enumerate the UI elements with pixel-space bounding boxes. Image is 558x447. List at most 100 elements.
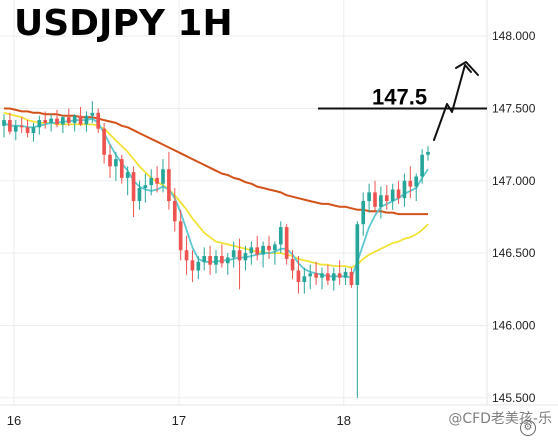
candle bbox=[414, 173, 419, 202]
annotation-layer: 147.5 bbox=[318, 61, 487, 141]
x-tick-label: 16 bbox=[7, 413, 21, 428]
candle-body bbox=[361, 201, 366, 225]
candle bbox=[137, 180, 142, 210]
candle-body bbox=[25, 127, 30, 134]
y-tick-label: 146.000 bbox=[492, 318, 536, 332]
candle-body bbox=[390, 189, 395, 202]
candle-body bbox=[308, 273, 313, 277]
gear-icon[interactable]: ⚙ bbox=[520, 420, 536, 436]
candle-body bbox=[278, 227, 283, 245]
candle bbox=[308, 264, 313, 290]
candle-body bbox=[349, 271, 354, 285]
candle-body bbox=[155, 177, 159, 184]
candle bbox=[367, 183, 371, 213]
candle-body bbox=[267, 245, 271, 251]
candle bbox=[19, 117, 24, 134]
candle bbox=[296, 256, 301, 294]
candle bbox=[214, 250, 218, 274]
candle-body bbox=[261, 245, 265, 255]
candle bbox=[249, 241, 254, 265]
level-label: 147.5 bbox=[372, 84, 427, 109]
candle-body bbox=[214, 256, 218, 265]
candle-body bbox=[8, 120, 12, 132]
candle-body bbox=[243, 253, 248, 261]
candle bbox=[55, 109, 59, 128]
y-tick-label: 148.000 bbox=[492, 29, 536, 43]
candle-body bbox=[237, 250, 242, 261]
candle bbox=[373, 180, 377, 213]
candle bbox=[119, 154, 124, 184]
candle bbox=[261, 241, 265, 268]
candle-body bbox=[420, 154, 424, 177]
candle-body bbox=[337, 273, 342, 278]
candle bbox=[255, 235, 260, 261]
candle-body bbox=[202, 256, 207, 262]
candle bbox=[273, 241, 277, 265]
candle-body bbox=[84, 115, 89, 125]
candle bbox=[302, 267, 307, 294]
candle bbox=[131, 166, 136, 217]
candle bbox=[390, 183, 395, 210]
candle-body bbox=[190, 260, 195, 271]
candle-body bbox=[37, 120, 42, 128]
candle bbox=[320, 267, 324, 290]
candle bbox=[72, 114, 77, 132]
candle bbox=[267, 235, 271, 259]
candle bbox=[402, 173, 407, 207]
candle bbox=[172, 188, 177, 232]
candle bbox=[231, 241, 236, 268]
candle-body bbox=[61, 117, 65, 125]
candle-body bbox=[172, 201, 177, 222]
candle-body bbox=[273, 244, 277, 251]
candle bbox=[43, 111, 48, 129]
candle-body bbox=[102, 128, 106, 155]
candle-body bbox=[220, 256, 224, 264]
candle bbox=[167, 151, 171, 210]
candle bbox=[208, 245, 212, 275]
candle-body bbox=[167, 169, 171, 202]
candle bbox=[337, 260, 342, 285]
y-tick-label: 146.500 bbox=[492, 246, 536, 260]
candle-body bbox=[396, 189, 401, 199]
candle-body bbox=[331, 273, 336, 281]
candle-body bbox=[402, 180, 407, 199]
candle bbox=[49, 114, 53, 132]
candle-body bbox=[13, 125, 18, 132]
candle bbox=[225, 253, 230, 275]
candle bbox=[66, 108, 71, 126]
candle-body bbox=[326, 273, 330, 281]
candle-body bbox=[231, 250, 236, 258]
candle bbox=[155, 166, 159, 193]
candle-body bbox=[414, 176, 419, 187]
candle-body bbox=[108, 154, 112, 167]
candle bbox=[108, 144, 112, 178]
x-tick-label: 17 bbox=[172, 413, 186, 428]
candle-body bbox=[249, 247, 254, 254]
candle-body bbox=[355, 224, 360, 285]
candle bbox=[161, 159, 165, 193]
ma-mid-line bbox=[3, 111, 429, 269]
candle bbox=[61, 115, 65, 134]
candle-body bbox=[72, 115, 77, 123]
candle-body bbox=[296, 270, 301, 283]
candle-body bbox=[302, 276, 307, 283]
candle-body bbox=[137, 188, 142, 202]
candle-body bbox=[2, 120, 6, 126]
candle-body bbox=[367, 192, 371, 202]
forecast-arrowhead bbox=[455, 61, 479, 76]
y-tick-label: 147.500 bbox=[492, 101, 536, 115]
candle bbox=[13, 120, 18, 141]
candle-body bbox=[31, 127, 36, 134]
candle bbox=[426, 146, 430, 161]
candle bbox=[143, 173, 148, 203]
candle-body bbox=[208, 256, 212, 265]
candle-body bbox=[143, 185, 148, 189]
y-tick-label: 145.500 bbox=[492, 391, 536, 405]
candle-body bbox=[78, 115, 83, 125]
candle bbox=[102, 122, 106, 164]
candle-body bbox=[408, 180, 413, 187]
candle-body bbox=[184, 250, 189, 261]
candle-body bbox=[225, 257, 230, 264]
candle bbox=[125, 166, 130, 196]
